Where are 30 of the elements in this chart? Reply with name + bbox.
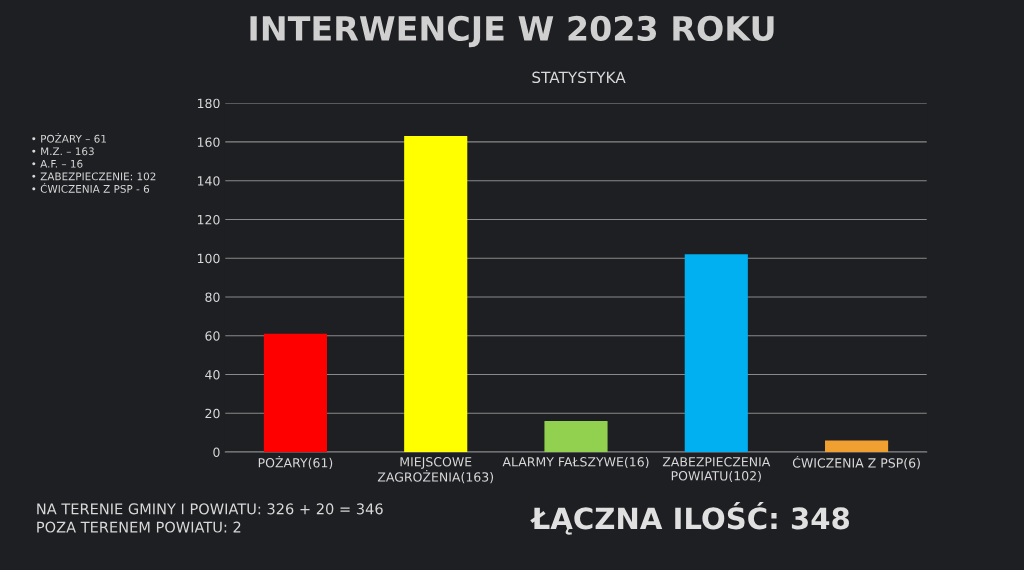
x-tick-label: POŻARY(61) xyxy=(258,455,333,469)
bar xyxy=(684,254,748,453)
text: ŁĄCZNA ILOŚĆ: 348 xyxy=(530,502,850,535)
y-tick-label: 180 xyxy=(197,98,220,109)
y-tick-label: 20 xyxy=(205,408,220,419)
chart-subtitle: STATYSTYKA xyxy=(532,71,626,84)
chart-title: INTERWENCJE W 2023 ROKU xyxy=(250,15,774,48)
y-tick-label: 160 xyxy=(197,137,220,147)
x-tick-label: ZABEZPIECZENIA POWIATU(102) xyxy=(662,457,771,483)
text: NA TERENIE GMINY I POWIATU: 326 + 20 = 346 xyxy=(37,503,383,515)
bar xyxy=(404,136,468,453)
y-tick-label: 40 xyxy=(205,369,220,380)
x-tick-label: ALARMY FAŁSZYWE(16) xyxy=(502,456,649,469)
text: • ĆWICZENIA Z PSP - 6 xyxy=(32,183,150,193)
bar xyxy=(544,421,608,453)
y-tick-label: 60 xyxy=(205,331,220,341)
text: • M.Z. – 163 xyxy=(32,147,94,156)
x-tick-label: ĆWICZENIA Z PSP(6) xyxy=(792,455,920,470)
text: POZA TERENEM POWIATU: 2 xyxy=(37,521,241,533)
y-tick-label: 100 xyxy=(197,253,220,264)
y-tick-label: 80 xyxy=(205,292,220,302)
bar xyxy=(263,333,327,453)
text: • POŻARY – 61 xyxy=(32,133,106,143)
x-tick-label: MIEJSCOWE ZAGROŻENIA(163) xyxy=(377,457,494,484)
y-tick-label: 0 xyxy=(213,447,220,457)
text: • ZABEZPIECZENIE: 102 xyxy=(32,172,156,181)
y-tick-label: 120 xyxy=(197,214,220,225)
text: • A.F. – 16 xyxy=(32,159,83,168)
bar xyxy=(825,440,889,453)
y-tick-label: 140 xyxy=(197,176,220,186)
